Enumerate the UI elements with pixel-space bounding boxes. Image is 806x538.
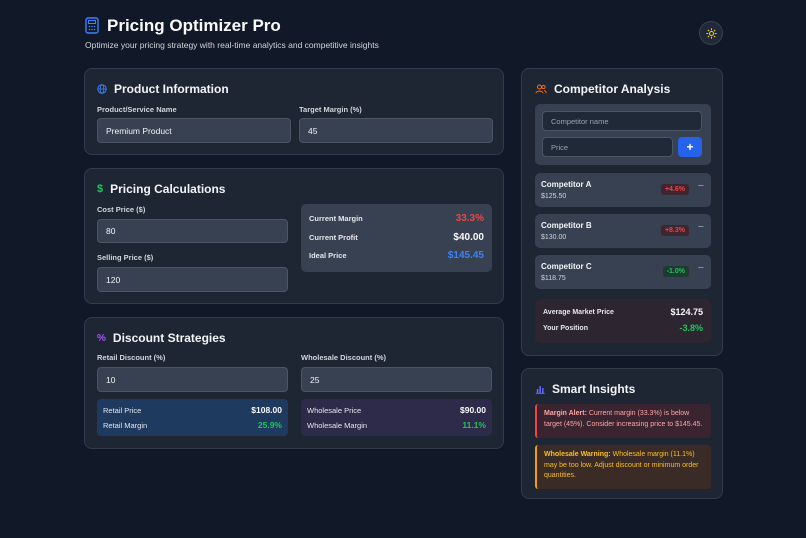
wholesale-margin-label: Wholesale Margin (307, 420, 368, 430)
competitor-diff-badge: +8.3% (660, 225, 689, 236)
wholesale-result-panel: Wholesale Price $90.00 Wholesale Margin … (301, 399, 492, 436)
current-profit-label: Current Profit (309, 233, 358, 242)
pricing-calculations-card: $ Pricing Calculations Cost Price ($) Se… (84, 168, 504, 304)
cost-price-label: Cost Price ($) (97, 205, 146, 214)
plus-icon: + (686, 140, 694, 154)
your-position-value: -3.8% (679, 323, 703, 333)
competitor-card-title: Competitor Analysis (554, 82, 671, 96)
competitor-analysis-card: Competitor Analysis + Competitor A $125.… (521, 68, 723, 356)
page-subtitle: Optimize your pricing strategy with real… (85, 40, 379, 50)
dollar-icon: $ (97, 183, 104, 195)
competitor-price: $125.50 (541, 193, 567, 200)
margin-alert-title: Margin Alert: (544, 410, 587, 417)
selling-price-label: Selling Price ($) (97, 253, 154, 262)
wholesale-warning-title: Wholesale Warning: (544, 451, 611, 458)
pricing-card-title: Pricing Calculations (110, 182, 226, 196)
margin-alert-text: Current margin (33.3%) is below target (… (544, 410, 703, 428)
calculator-icon (85, 17, 99, 34)
wholesale-price-label: Wholesale Price (307, 405, 362, 415)
ideal-price-value: $145.45 (447, 250, 484, 261)
competitor-price: $130.00 (541, 234, 567, 241)
competitor-price: $118.75 (541, 275, 566, 282)
competitor-name: Competitor B (541, 221, 592, 230)
competitor-price-input[interactable] (542, 137, 673, 157)
product-name-label: Product/Service Name (97, 105, 177, 114)
selling-price-input[interactable] (97, 267, 288, 292)
wholesale-price-value: $90.00 (460, 405, 486, 415)
competitor-item: Competitor B $130.00 +8.3% − (535, 214, 711, 248)
product-card-title: Product Information (114, 82, 229, 96)
users-icon (535, 84, 547, 94)
current-profit-value: $40.00 (453, 232, 484, 243)
retail-price-label: Retail Price (103, 405, 142, 415)
current-margin-label: Current Margin (309, 214, 363, 223)
your-position-label: Your Position (543, 324, 588, 332)
current-margin-value: 33.3% (455, 213, 484, 224)
average-market-price-label: Average Market Price (543, 308, 614, 316)
add-competitor-form: + (535, 104, 711, 165)
retail-margin-label: Retail Margin (103, 420, 148, 430)
percent-icon: % (97, 332, 106, 344)
retail-discount-input[interactable] (97, 367, 288, 392)
pricing-summary-panel: Current Margin 33.3% Current Profit $40.… (301, 204, 492, 272)
retail-price-value: $108.00 (251, 405, 282, 415)
wholesale-margin-value: 11.1% (462, 420, 486, 430)
margin-alert: Margin Alert: Current margin (33.3%) is … (535, 404, 711, 438)
remove-competitor-button[interactable]: − (697, 180, 704, 192)
product-name-input[interactable] (97, 118, 291, 143)
average-market-price-value: $124.75 (670, 307, 703, 317)
smart-insights-card: Smart Insights Margin Alert: Current mar… (521, 368, 723, 499)
globe-icon (97, 84, 107, 94)
product-information-card: Product Information Product/Service Name… (84, 68, 504, 155)
page-title: Pricing Optimizer Pro (107, 16, 281, 35)
insights-card-title: Smart Insights (552, 382, 636, 396)
bar-chart-icon (535, 386, 545, 394)
target-margin-input[interactable] (299, 118, 493, 143)
retail-margin-value: 25.9% (257, 420, 282, 430)
cost-price-input[interactable] (97, 219, 288, 243)
wholesale-warning: Wholesale Warning: Wholesale margin (11.… (535, 445, 711, 489)
retail-discount-label: Retail Discount (%) (97, 353, 166, 362)
competitor-name-input[interactable] (542, 111, 702, 131)
discount-strategies-card: % Discount Strategies Retail Discount (%… (84, 317, 504, 449)
competitor-diff-badge: -1.0% (662, 266, 689, 277)
retail-result-panel: Retail Price $108.00 Retail Margin 25.9% (97, 399, 288, 436)
target-margin-label: Target Margin (%) (299, 105, 362, 114)
wholesale-discount-label: Wholesale Discount (%) (301, 353, 387, 362)
ideal-price-label: Ideal Price (309, 251, 347, 260)
competitor-diff-badge: +4.6% (660, 184, 689, 195)
theme-toggle-button[interactable] (699, 21, 723, 45)
add-competitor-button[interactable]: + (678, 137, 702, 157)
sun-icon (705, 27, 717, 39)
competitor-item: Competitor A $125.50 +4.6% − (535, 173, 711, 207)
market-summary-panel: Average Market Price $124.75 Your Positi… (535, 299, 711, 343)
discount-card-title: Discount Strategies (112, 331, 226, 345)
wholesale-warning-text: Wholesale margin (11.1%) may be too low.… (544, 451, 699, 479)
remove-competitor-button[interactable]: − (697, 262, 704, 274)
competitor-name: Competitor C (541, 262, 592, 271)
competitor-name: Competitor A (541, 180, 592, 189)
wholesale-discount-input[interactable] (301, 367, 492, 392)
competitor-item: Competitor C $118.75 -1.0% − (535, 255, 711, 289)
remove-competitor-button[interactable]: − (697, 221, 704, 233)
